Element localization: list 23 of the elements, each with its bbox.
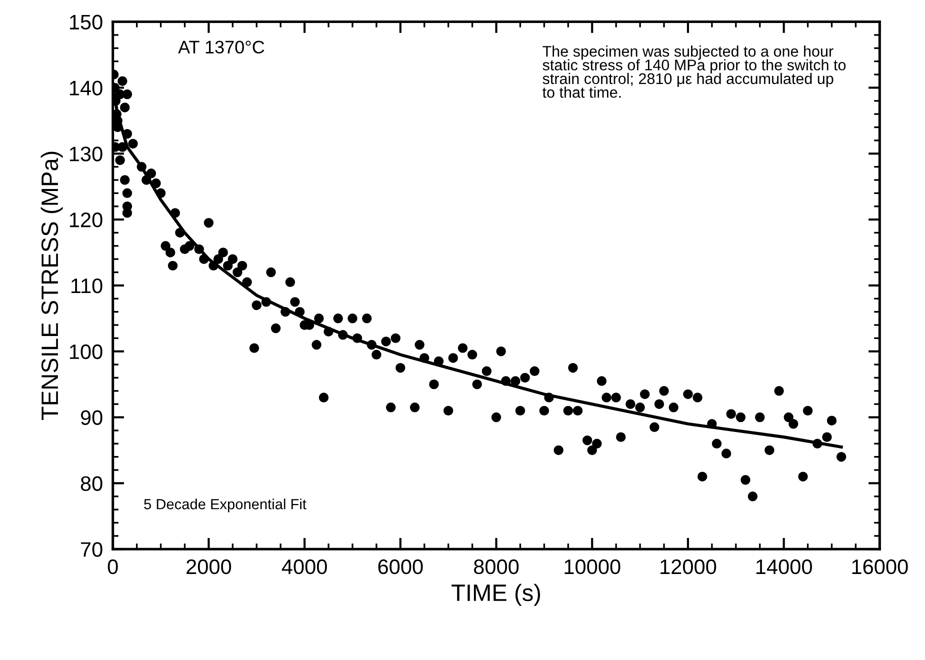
x-tick-label: 2000 [186,559,232,574]
y-tick-label: 100 [70,344,102,360]
x-axis-title: TIME (s) [452,584,540,606]
x-tick-label: 10000 [564,559,620,574]
x-tick-label: 8000 [474,559,519,574]
y-tick-label: 150 [70,14,102,30]
x-tick-label: 6000 [378,559,423,574]
x-tick-label: 12000 [660,559,716,574]
x-tick-label: 14000 [756,559,812,574]
x-tick-label: 0 [108,559,118,574]
y-tick-label: 70 [81,542,102,557]
annotation: 5 Decade Exponential Fit [144,498,306,512]
y-tick-label: 110 [71,278,102,294]
y-axis-title: TENSILE STRESS (MPa) [40,152,63,420]
x-tick-label: 16000 [852,559,908,574]
annotation: The specimen was subjected to a one hour static stress of 140 MPa prior to the switch to strain control; 2810 με had accumulated up to that time. [542,46,846,98]
y-tick-label: 80 [80,476,102,491]
text: AT 1370°C [178,40,264,54]
y-tick-label: 130 [70,146,102,162]
y-tick-label: 120 [70,212,102,228]
x-tick-label: 4000 [282,559,327,574]
y-tick-label: 90 [80,410,102,426]
y-tick-label: 140 [70,80,102,96]
